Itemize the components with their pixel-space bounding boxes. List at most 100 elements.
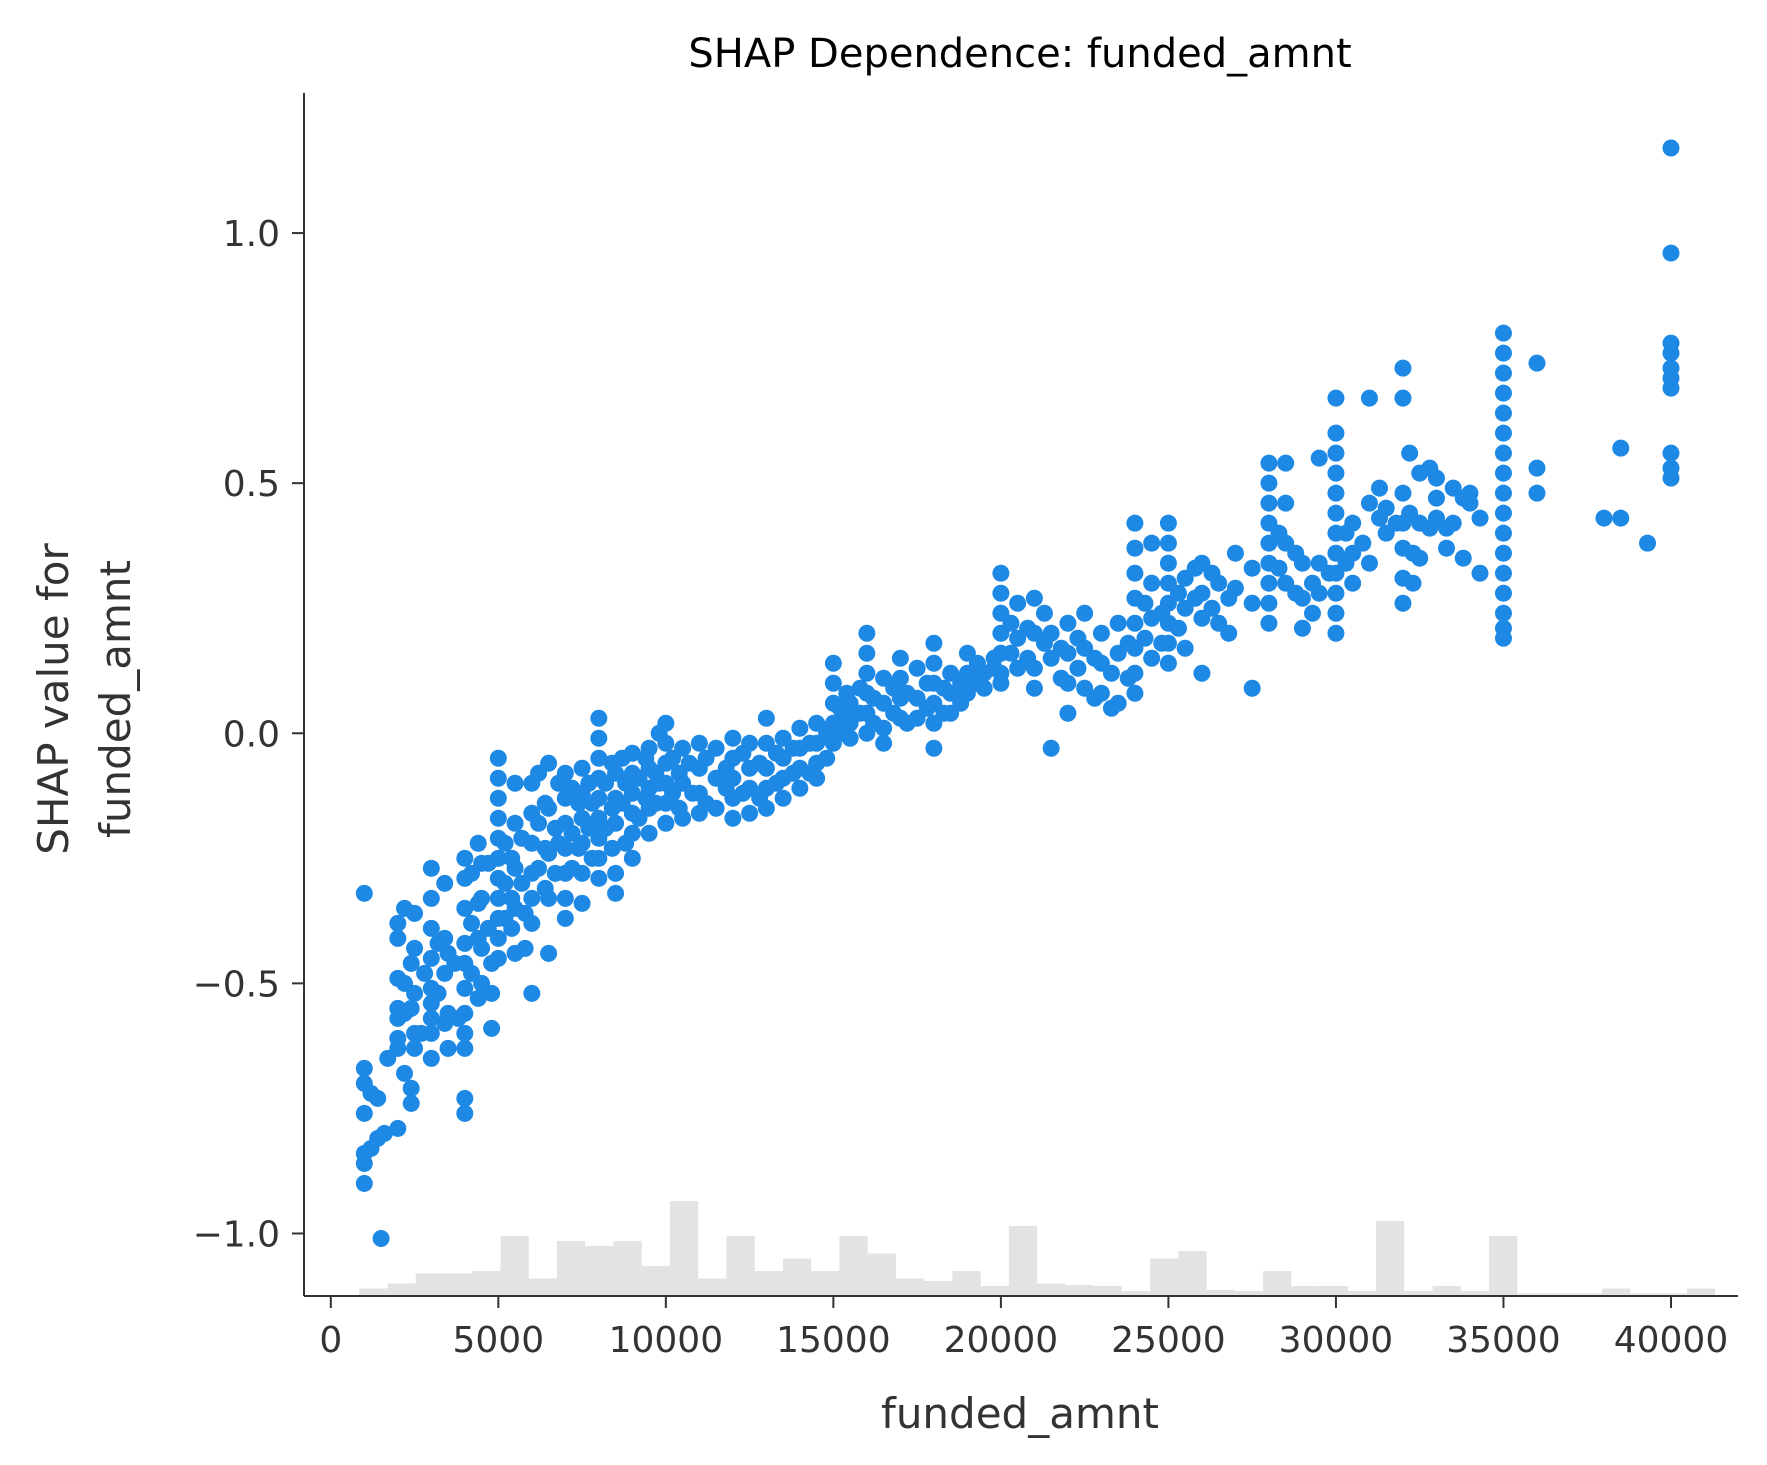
histogram-bar (867, 1253, 896, 1296)
scatter-point (573, 864, 591, 882)
scatter-point (355, 1174, 373, 1192)
scatter-point (590, 789, 608, 807)
scatter-point (573, 759, 591, 777)
scatter-point (590, 709, 608, 727)
histogram-bar (1319, 1285, 1348, 1296)
histogram-bar (1630, 1293, 1659, 1296)
scatter-point (402, 1094, 420, 1112)
scatter-point (908, 659, 926, 677)
scatter-point (1260, 474, 1278, 492)
scatter-point (1327, 604, 1345, 622)
y-tick-label: 0.0 (223, 714, 280, 755)
scatter-point (1169, 619, 1187, 637)
scatter-point (1344, 574, 1362, 592)
histogram-bar (839, 1235, 868, 1296)
scatter-point (556, 909, 574, 927)
scatter-point (1169, 584, 1187, 602)
scatter-point (422, 949, 440, 967)
scatter-point (483, 984, 501, 1002)
scatter-point (590, 869, 608, 887)
scatter-point (1662, 469, 1680, 487)
scatter-point (456, 849, 474, 867)
scatter-point (389, 914, 407, 932)
scatter-point (590, 729, 608, 747)
scatter-point (1243, 679, 1261, 697)
scatter-point (406, 1039, 424, 1057)
scatter-point (1243, 594, 1261, 612)
scatter-point (1394, 389, 1412, 407)
scatter-point (1126, 664, 1144, 682)
scatter-point (456, 1024, 474, 1042)
scatter-point (1136, 629, 1154, 647)
y-tick-label: −1.0 (193, 1214, 280, 1255)
histogram-bar (1206, 1289, 1235, 1296)
scatter-point (607, 884, 625, 902)
histogram-bar (1178, 1250, 1207, 1296)
scatter-point (757, 759, 775, 777)
histogram-bar (1263, 1270, 1292, 1296)
x-tick-label: 0 (319, 1320, 342, 1361)
scatter-point (1662, 379, 1680, 397)
scatter-point (523, 914, 541, 932)
scatter-point (1494, 544, 1512, 562)
scatter-point (1076, 604, 1094, 622)
scatter-point (1438, 539, 1456, 557)
scatter-point (891, 649, 909, 667)
scatter-point (489, 949, 507, 967)
scatter-point (355, 1059, 373, 1077)
scatter-point (436, 874, 454, 892)
x-axis-ticks: 0 5000 10000 15000 20000 25000 30000 35000 40000 (319, 1296, 1728, 1361)
scatter-point (1327, 444, 1345, 462)
scatter-point (489, 769, 507, 787)
scatter-point (1210, 574, 1228, 592)
scatter-point (657, 734, 675, 752)
scatter-point (1126, 514, 1144, 532)
histogram-bar (387, 1283, 416, 1296)
scatter-point (1404, 574, 1422, 592)
scatter-point (1203, 599, 1221, 617)
scatter-point (992, 584, 1010, 602)
scatter-point (623, 784, 641, 802)
scatter-point (406, 984, 424, 1002)
scatter-point (473, 889, 491, 907)
scatter-point (858, 624, 876, 642)
scatter-point (1662, 244, 1680, 262)
scatter-point (1059, 674, 1077, 692)
histogram-bar (500, 1235, 529, 1296)
scatter-point (1042, 739, 1060, 757)
scatter-point (402, 999, 420, 1017)
scatter-point (369, 1089, 387, 1107)
scatter-point (1494, 464, 1512, 482)
scatter-point (1059, 614, 1077, 632)
y-tick-label: 1.0 (223, 214, 280, 255)
scatter-point (1176, 639, 1194, 657)
histogram-bar (556, 1240, 586, 1296)
scatter-point (540, 889, 558, 907)
scatter-point (1260, 614, 1278, 632)
histogram-bar (924, 1280, 953, 1296)
scatter-point (1494, 344, 1512, 362)
scatter-point (506, 774, 524, 792)
scatter-point (925, 634, 943, 652)
scatter-point (640, 739, 658, 757)
scatter-point (556, 889, 574, 907)
scatter-point (1277, 454, 1295, 472)
scatter-point (925, 739, 943, 757)
scatter-point (1528, 354, 1546, 372)
scatter-point (1035, 604, 1053, 622)
scatter-point (690, 734, 708, 752)
histogram-bar (698, 1278, 727, 1296)
histogram-bar (1234, 1290, 1264, 1296)
scatter-point (1193, 664, 1211, 682)
scatter-point (540, 799, 558, 817)
scatter-point (824, 674, 842, 692)
scatter-point (603, 839, 621, 857)
scatter-point (1528, 459, 1546, 477)
scatter-point (875, 719, 893, 737)
scatter-point (1277, 494, 1295, 512)
scatter-points (355, 139, 1680, 1247)
scatter-point (523, 984, 541, 1002)
scatter-point (1193, 584, 1211, 602)
scatter-point (489, 749, 507, 767)
